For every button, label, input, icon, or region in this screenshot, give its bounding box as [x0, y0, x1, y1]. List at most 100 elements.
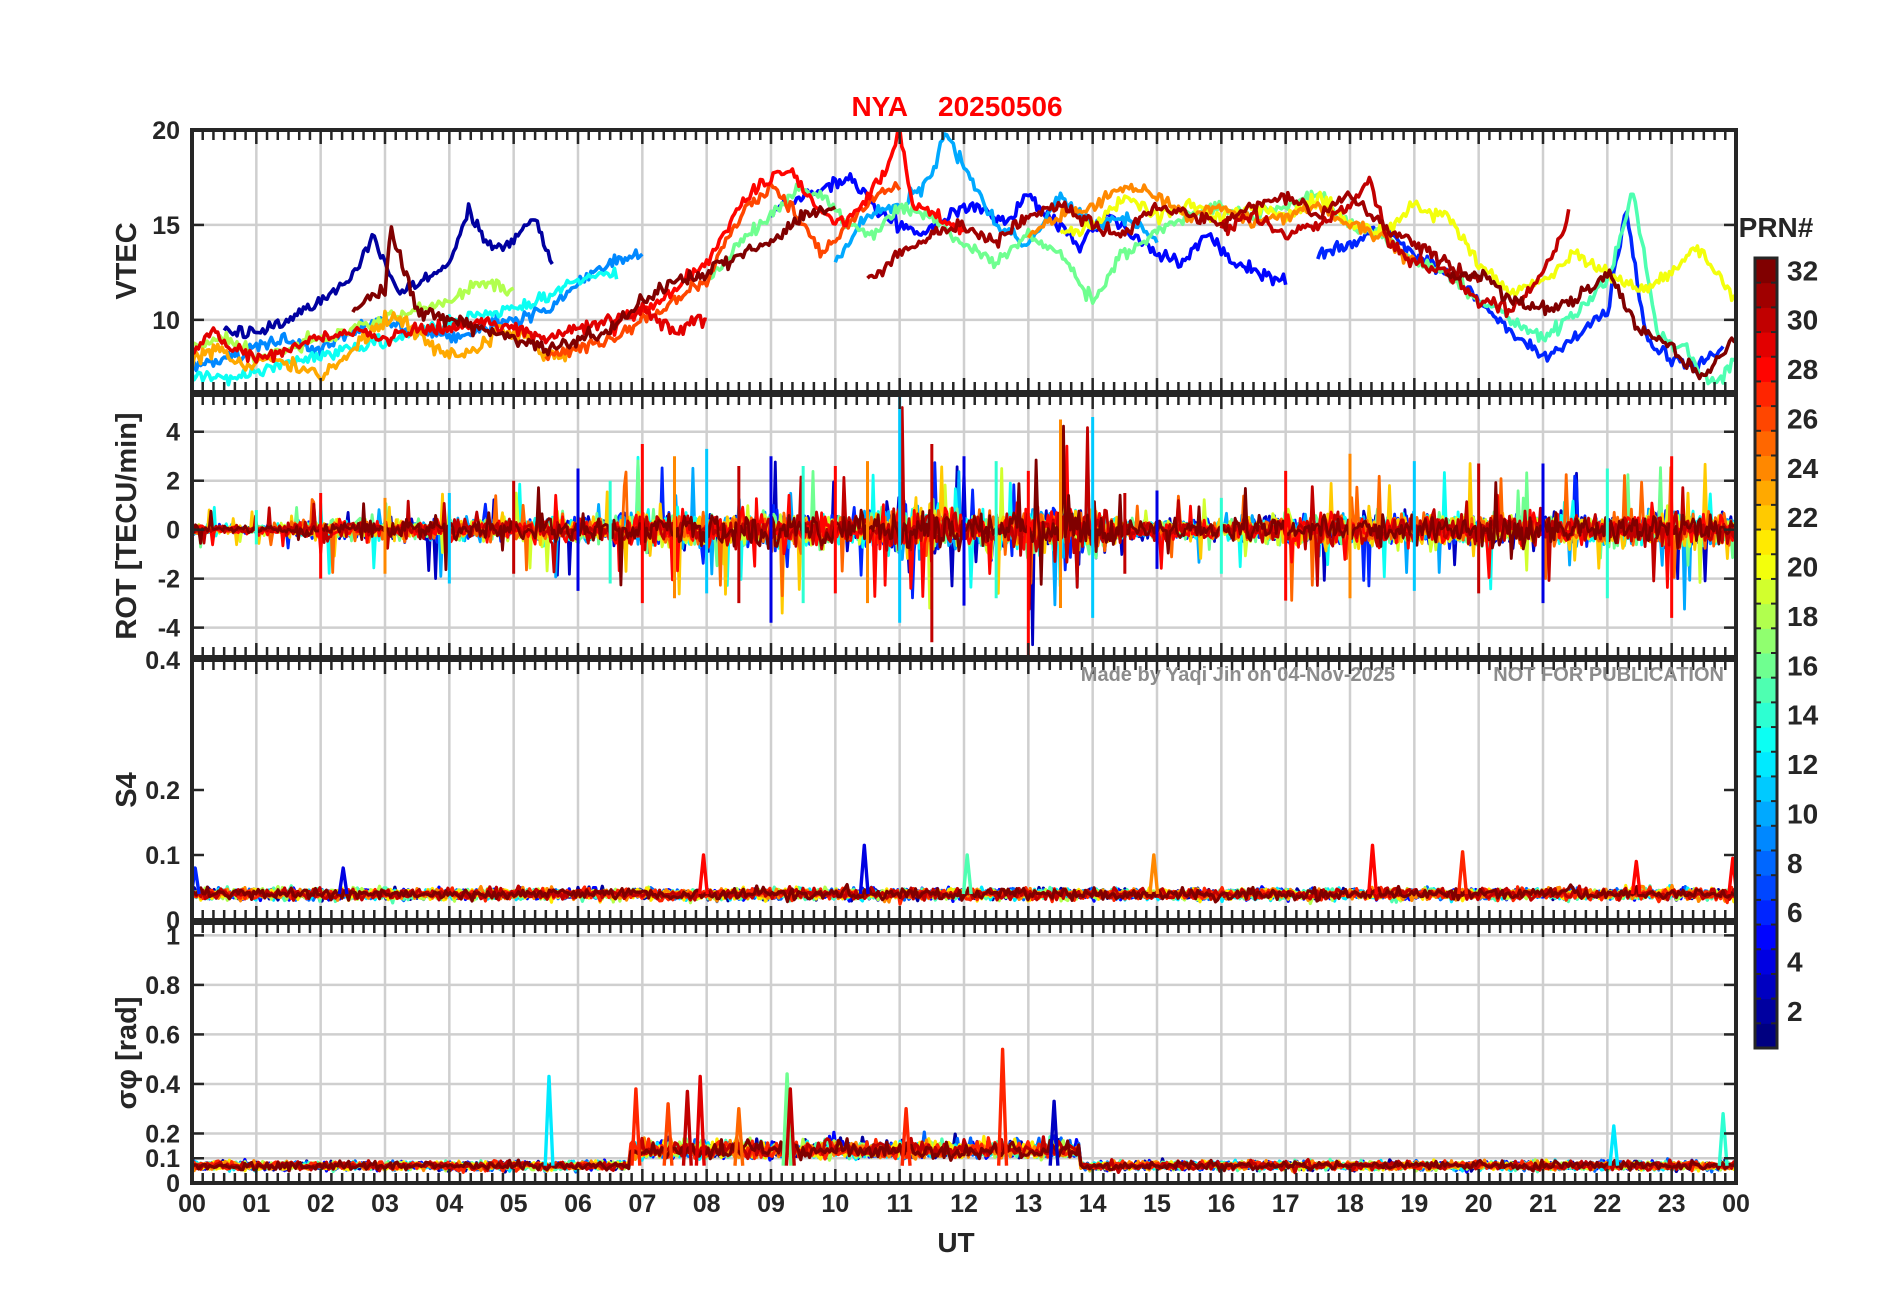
colorbar-tick-label: 28 — [1787, 354, 1818, 385]
x-tick-label: 13 — [1014, 1190, 1042, 1218]
colorbar-segment — [1755, 751, 1777, 777]
colorbar-tick-label: 2 — [1787, 996, 1803, 1027]
x-tick-label: 09 — [757, 1190, 785, 1218]
y-axis-label-sigma_phi: σφ [rad] — [111, 996, 143, 1109]
vtec-series-line — [833, 132, 1159, 263]
sigma_phi-peak — [630, 1087, 642, 1166]
colorbar-tick-label: 18 — [1787, 601, 1818, 632]
sigma_phi-peak — [784, 1087, 796, 1166]
sigma_phi-peak — [1608, 1124, 1620, 1166]
s4-series-line — [192, 882, 1736, 904]
s4-peak — [1148, 853, 1160, 895]
y-tick-label: 0.2 — [145, 1120, 180, 1148]
x-tick-label: 22 — [1593, 1190, 1621, 1218]
chart-title-station: NYA — [851, 91, 908, 122]
y-tick-label: 20 — [152, 117, 180, 145]
y-tick-label: 15 — [152, 212, 180, 240]
colorbar-tick-label: 26 — [1787, 403, 1818, 434]
colorbar-segment — [1755, 727, 1777, 753]
colorbar-segment — [1755, 899, 1777, 926]
colorbar-segment — [1755, 825, 1777, 851]
s4-peak — [337, 866, 349, 895]
colorbar-segment — [1755, 850, 1777, 876]
watermark-made-by: Made by Yaqi Jin on 04-Nov-2025 — [1081, 664, 1395, 686]
colorbar-segment — [1755, 628, 1777, 654]
s4-peak — [1367, 843, 1379, 895]
colorbar-tick-label: 12 — [1787, 749, 1818, 780]
y-tick-label: 0.2 — [145, 777, 180, 805]
y-axis-label-rot: ROT [TECU/min] — [111, 412, 143, 639]
x-tick-label: 19 — [1400, 1190, 1428, 1218]
y-tick-label: 0.8 — [145, 972, 180, 1000]
y-tick-label: 0.6 — [145, 1021, 180, 1049]
colorbar-segment — [1755, 949, 1777, 975]
colorbar-segment — [1755, 677, 1777, 703]
vtec-series-line — [351, 205, 837, 357]
sigma_phi-peak — [997, 1047, 1009, 1166]
colorbar-tick-label: 30 — [1787, 305, 1818, 336]
x-tick-label: 00 — [178, 1190, 206, 1218]
colorbar-segment — [1755, 307, 1777, 333]
vtec-series-line — [1026, 182, 1416, 265]
colorbar-segment — [1755, 973, 1777, 1000]
colorbar-segment — [1755, 801, 1777, 827]
colorbar-segment — [1755, 998, 1777, 1024]
colorbar-segment — [1755, 430, 1777, 456]
s4-peak — [858, 843, 870, 895]
s4-peak — [1457, 850, 1469, 895]
s4-peak — [1630, 859, 1642, 895]
colorbar-segment — [1755, 356, 1777, 382]
x-tick-label: 08 — [693, 1190, 721, 1218]
colorbar-title: PRN# — [1739, 212, 1814, 243]
vtec-series-line — [1476, 192, 1736, 386]
colorbar-tick-label: 32 — [1787, 255, 1818, 286]
s4-peak — [961, 853, 973, 895]
x-tick-label: 06 — [564, 1190, 592, 1218]
sigma_phi-peak — [662, 1102, 674, 1166]
y-tick-label: 1 — [166, 922, 180, 950]
x-tick-label: 12 — [950, 1190, 978, 1218]
x-tick-label: 14 — [1079, 1190, 1107, 1218]
colorbar-tick-label: 20 — [1787, 552, 1818, 583]
colorbar-segment — [1755, 332, 1777, 358]
colorbar-tick-label: 14 — [1787, 700, 1819, 731]
x-tick-label: 05 — [500, 1190, 528, 1218]
colorbar-tick-label: 10 — [1787, 798, 1818, 829]
colorbar-segment — [1755, 603, 1777, 629]
x-tick-label: 23 — [1658, 1190, 1686, 1218]
sigma_phi-peak — [900, 1107, 912, 1166]
x-tick-label: 01 — [242, 1190, 270, 1218]
vtec-series-line — [1445, 268, 1736, 381]
vtec-series-line — [866, 190, 1481, 284]
vtec-series-line — [770, 172, 1288, 287]
sigma_phi-peak — [1048, 1099, 1060, 1166]
y-axis-label-s4: S4 — [111, 772, 143, 807]
y-tick-label: 2 — [166, 468, 180, 496]
colorbar-segment — [1755, 776, 1777, 802]
x-tick-label: 17 — [1272, 1190, 1300, 1218]
watermark-notice: NOT FOR PUBLICATION — [1493, 664, 1724, 686]
vtec-series-line — [1219, 175, 1571, 318]
chart-title-date: 20250506 — [938, 91, 1063, 122]
y-axis-label-vtec: VTEC — [111, 222, 143, 299]
panel-series-group-s4 — [192, 843, 1736, 906]
x-tick-label: 02 — [307, 1190, 335, 1218]
y-tick-label: -4 — [158, 615, 180, 643]
colorbar-segment — [1755, 554, 1777, 580]
colorbar-tick-label: 24 — [1787, 453, 1819, 484]
vtec-series-line — [544, 181, 902, 362]
colorbar-segment — [1755, 480, 1777, 506]
colorbar-segment — [1755, 282, 1777, 308]
panel-series-group-vtec — [192, 130, 1736, 387]
colorbar-segment — [1755, 455, 1777, 481]
colorbar-segment — [1755, 258, 1777, 284]
colorbar-tick-label: 8 — [1787, 848, 1803, 879]
y-tick-label: 4 — [166, 419, 180, 447]
sigma_phi-series-line — [192, 1137, 1736, 1173]
y-tick-label: 0.4 — [145, 1071, 180, 1099]
sigma_phi-peak — [681, 1089, 693, 1166]
sigma_phi-peak — [543, 1074, 555, 1166]
colorbar-segment — [1755, 381, 1777, 407]
y-tick-label: 0.1 — [145, 842, 180, 870]
